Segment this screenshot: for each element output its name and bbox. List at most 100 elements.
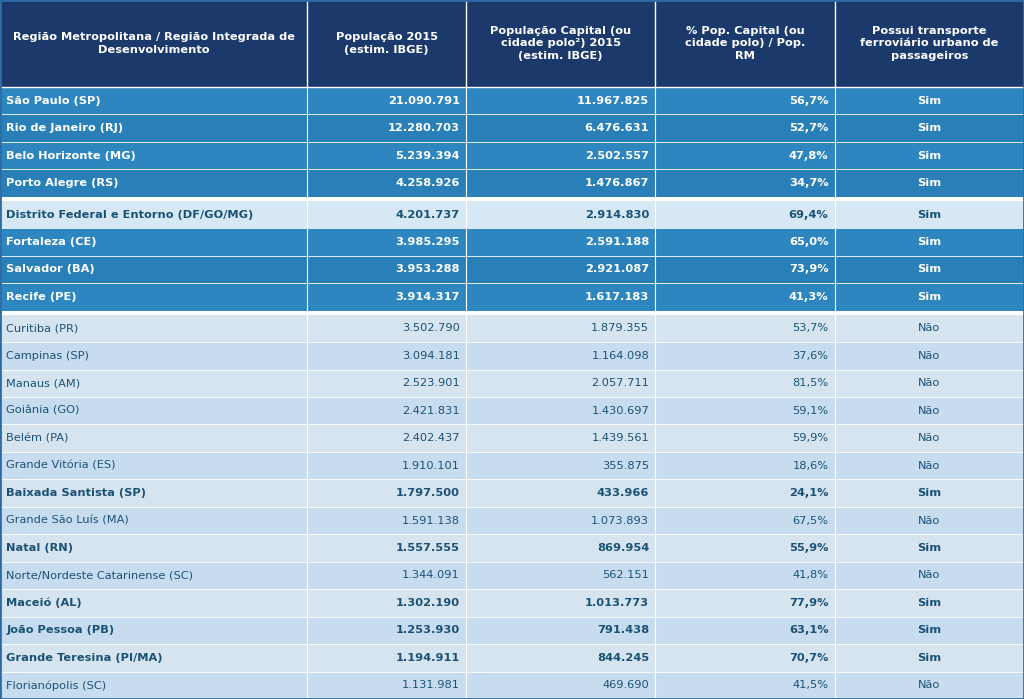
Text: Sim: Sim	[918, 543, 941, 553]
Text: Sim: Sim	[918, 151, 941, 161]
Text: Não: Não	[919, 378, 940, 388]
Text: 1.439.561: 1.439.561	[592, 433, 649, 443]
Bar	[0, 480, 1024, 507]
Text: Distrito Federal e Entorno (DF/GO/MG): Distrito Federal e Entorno (DF/GO/MG)	[6, 210, 253, 219]
Bar	[0, 115, 1024, 142]
Text: 70,7%: 70,7%	[790, 653, 828, 663]
Text: Recife (PE): Recife (PE)	[6, 292, 77, 302]
Text: Sim: Sim	[918, 653, 941, 663]
Text: Grande Vitória (ES): Grande Vitória (ES)	[6, 461, 116, 470]
Bar	[0, 256, 1024, 283]
Text: 41,5%: 41,5%	[793, 680, 828, 691]
Text: 81,5%: 81,5%	[793, 378, 828, 388]
Text: Não: Não	[919, 324, 940, 333]
Text: 73,9%: 73,9%	[788, 264, 828, 275]
Bar	[0, 0, 1024, 87]
Text: 2.523.901: 2.523.901	[402, 378, 460, 388]
Text: 4.258.926: 4.258.926	[395, 178, 460, 188]
Text: 41,8%: 41,8%	[793, 570, 828, 580]
Text: Florianópolis (SC): Florianópolis (SC)	[6, 680, 106, 691]
Text: 3.094.181: 3.094.181	[401, 351, 460, 361]
Text: Não: Não	[919, 433, 940, 443]
Text: População 2015
(estim. IBGE): População 2015 (estim. IBGE)	[336, 32, 437, 55]
Text: Goiânia (GO): Goiânia (GO)	[6, 405, 80, 416]
Bar	[0, 452, 1024, 480]
Text: % Pop. Capital (ou
cidade polo) / Pop.
RM: % Pop. Capital (ou cidade polo) / Pop. R…	[685, 26, 805, 61]
Text: 1.013.773: 1.013.773	[585, 598, 649, 608]
Text: 77,9%: 77,9%	[788, 598, 828, 608]
Bar	[0, 201, 1024, 229]
Text: 12.280.703: 12.280.703	[388, 123, 460, 134]
Bar	[0, 562, 1024, 589]
Text: Curitiba (PR): Curitiba (PR)	[6, 324, 79, 333]
Text: 3.914.317: 3.914.317	[395, 292, 460, 302]
Text: 37,6%: 37,6%	[793, 351, 828, 361]
Text: João Pessoa (PB): João Pessoa (PB)	[6, 626, 115, 635]
Text: 791.438: 791.438	[597, 626, 649, 635]
Text: 3.502.790: 3.502.790	[401, 324, 460, 333]
Bar	[0, 283, 1024, 310]
Bar	[0, 424, 1024, 452]
Text: 4.201.737: 4.201.737	[395, 210, 460, 219]
Text: 59,9%: 59,9%	[793, 433, 828, 443]
Bar	[0, 169, 1024, 197]
Text: Não: Não	[919, 570, 940, 580]
Text: 844.245: 844.245	[597, 653, 649, 663]
Text: 869.954: 869.954	[597, 543, 649, 553]
Text: 6.476.631: 6.476.631	[585, 123, 649, 134]
Text: 1.194.911: 1.194.911	[395, 653, 460, 663]
Text: Natal (RN): Natal (RN)	[6, 543, 73, 553]
Text: 34,7%: 34,7%	[788, 178, 828, 188]
Text: Sim: Sim	[918, 488, 941, 498]
Text: 53,7%: 53,7%	[793, 324, 828, 333]
Text: 1.302.190: 1.302.190	[395, 598, 460, 608]
Text: Não: Não	[919, 461, 940, 470]
Text: Belém (PA): Belém (PA)	[6, 433, 69, 443]
Text: 1.253.930: 1.253.930	[395, 626, 460, 635]
Text: Não: Não	[919, 516, 940, 526]
Bar	[0, 534, 1024, 562]
Text: 18,6%: 18,6%	[793, 461, 828, 470]
Text: 1.617.183: 1.617.183	[585, 292, 649, 302]
Text: 469.690: 469.690	[602, 680, 649, 691]
Text: Grande Teresina (PI/MA): Grande Teresina (PI/MA)	[6, 653, 163, 663]
Bar	[0, 229, 1024, 256]
Text: Grande São Luís (MA): Grande São Luís (MA)	[6, 516, 129, 526]
Text: 433.966: 433.966	[597, 488, 649, 498]
Text: Manaus (AM): Manaus (AM)	[6, 378, 80, 388]
Text: Baixada Santista (SP): Baixada Santista (SP)	[6, 488, 146, 498]
Text: 59,1%: 59,1%	[793, 405, 828, 416]
Text: 47,8%: 47,8%	[788, 151, 828, 161]
Text: 41,3%: 41,3%	[788, 292, 828, 302]
Text: 24,1%: 24,1%	[788, 488, 828, 498]
Text: Sim: Sim	[918, 292, 941, 302]
Text: 1.910.101: 1.910.101	[401, 461, 460, 470]
Text: Sim: Sim	[918, 626, 941, 635]
Text: Sim: Sim	[918, 264, 941, 275]
Bar	[0, 397, 1024, 424]
Text: Campinas (SP): Campinas (SP)	[6, 351, 89, 361]
Bar	[0, 87, 1024, 115]
Text: Norte/Nordeste Catarinense (SC): Norte/Nordeste Catarinense (SC)	[6, 570, 194, 580]
Text: 21.090.791: 21.090.791	[388, 96, 460, 106]
Text: 1.344.091: 1.344.091	[402, 570, 460, 580]
Text: 3.985.295: 3.985.295	[395, 237, 460, 247]
Bar	[0, 142, 1024, 169]
Text: População Capital (ou
cidade polo²) 2015
(estim. IBGE): População Capital (ou cidade polo²) 2015…	[490, 26, 631, 61]
Text: 69,4%: 69,4%	[788, 210, 828, 219]
Text: Rio de Janeiro (RJ): Rio de Janeiro (RJ)	[6, 123, 123, 134]
Text: Sim: Sim	[918, 96, 941, 106]
Text: 2.402.437: 2.402.437	[402, 433, 460, 443]
Bar	[0, 370, 1024, 397]
Text: Não: Não	[919, 351, 940, 361]
Text: 1.164.098: 1.164.098	[592, 351, 649, 361]
Bar	[0, 342, 1024, 370]
Text: 1.430.697: 1.430.697	[592, 405, 649, 416]
Text: 56,7%: 56,7%	[788, 96, 828, 106]
Bar	[0, 197, 1024, 201]
Text: Não: Não	[919, 405, 940, 416]
Text: Sim: Sim	[918, 598, 941, 608]
Text: 2.421.831: 2.421.831	[402, 405, 460, 416]
Text: 562.151: 562.151	[602, 570, 649, 580]
Bar	[0, 644, 1024, 672]
